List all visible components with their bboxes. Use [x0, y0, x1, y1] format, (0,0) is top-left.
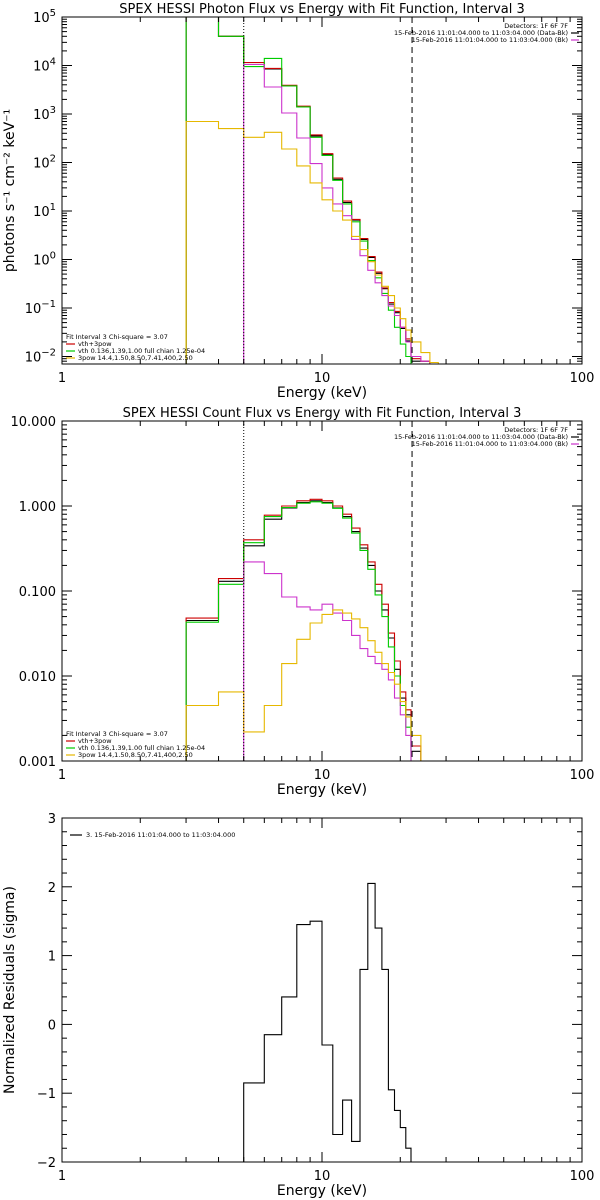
chart-panel-3: 1 10 100 Energy (keV) −2 −1 0 1 2 3 Normalized Res…	[2, 812, 594, 1199]
y-tick-exponent: 3	[50, 105, 56, 116]
y-tick-exponent: 0	[50, 250, 56, 261]
y-tick-label: 1	[48, 950, 56, 965]
y-tick-label: 102	[33, 153, 56, 171]
y-tick-exponent: 1	[50, 202, 56, 213]
series-line-1	[243, 882, 412, 1162]
y-tick-base: 10	[33, 156, 50, 171]
y-axis-label: Normalized Residuals (sigma)	[2, 886, 18, 1094]
y-axis: 0.001 0.010 0.100 1.000 10.000	[11, 415, 582, 770]
series-line-5	[185, 120, 439, 364]
series-line-2	[185, 17, 431, 364]
legend: Fit Interval 3 Chi-square = 3.07vth+3pow…	[66, 730, 205, 759]
x-tick-label: 100	[570, 1169, 595, 1184]
y-tick-base: 10	[25, 302, 42, 317]
y-tick-label: 0	[48, 1018, 56, 1033]
y-tick-exponent: 5	[50, 8, 56, 19]
y-tick-label: 100	[33, 250, 56, 268]
legend-label: Fit Interval 3 Chi-square = 3.07	[66, 333, 168, 341]
y-tick-label: 2	[48, 881, 56, 896]
x-axis-label: Energy (keV)	[277, 1183, 367, 1199]
x-tick-label: 100	[570, 768, 595, 783]
y-tick-base: 10	[33, 253, 50, 268]
legend-label: vth 0.136,1.39,1.00 full chian 1.25e-04	[78, 347, 205, 355]
x-axis: 1 10 100 Energy (keV)	[58, 17, 595, 401]
series-line-1	[185, 17, 431, 364]
x-tick-label: 10	[314, 1169, 331, 1184]
header-line: 15-Feb-2016 11:01:04.000 to 11:03:04.000…	[394, 433, 568, 441]
y-tick-exponent: 4	[50, 56, 56, 67]
y-axis: −2 −1 0 1 2 3 Normalized Residuals (sigma)	[2, 812, 582, 1171]
y-tick-base: 10	[25, 350, 42, 365]
series-group	[185, 17, 439, 364]
header-line: Detectors: 1F 6F 7F	[504, 426, 568, 434]
y-tick-exponent: −2	[41, 347, 56, 358]
y-tick-base: 10	[33, 59, 50, 74]
x-tick-label: 1	[58, 371, 66, 386]
series-line-3	[185, 17, 412, 364]
legend-label: 3. 15-Feb-2016 11:01:04.000 to 11:03:04.…	[86, 831, 235, 839]
x-axis: 1 10 100 Energy (keV)	[58, 421, 595, 798]
chart-title: SPEX HESSI Photon Flux vs Energy with Fi…	[119, 2, 525, 17]
y-tick-label: 104	[33, 56, 56, 74]
series-group	[185, 498, 431, 761]
legend: 3. 15-Feb-2016 11:01:04.000 to 11:03:04.…	[70, 831, 235, 839]
x-axis-label: Energy (keV)	[277, 782, 367, 798]
plot-frame	[61, 420, 583, 762]
series-line-4	[243, 561, 412, 761]
y-tick-label: 1.000	[19, 500, 56, 515]
x-tick-label: 10	[314, 768, 331, 783]
y-tick-label: −2	[37, 1156, 56, 1171]
series-group	[243, 882, 412, 1162]
y-tick-label: 10.000	[11, 415, 57, 430]
series-line-3	[185, 501, 422, 761]
x-tick-label: 1	[58, 1169, 66, 1184]
series-line-5	[185, 609, 431, 761]
header-line: Detectors: 1F 6F 7F	[504, 22, 568, 30]
y-tick-label: 10−1	[25, 299, 56, 317]
header-line: 15-Feb-2016 11:01:04.000 to 11:03:04.000…	[412, 440, 568, 448]
y-tick-label: 10−2	[25, 347, 56, 365]
y-axis-label: photons s⁻¹ cm⁻² keV⁻¹	[2, 109, 18, 272]
y-tick-base: 10	[33, 11, 50, 26]
y-tick-label: −1	[37, 1087, 56, 1102]
x-tick-label: 100	[570, 371, 595, 386]
chart-title: SPEX HESSI Count Flux vs Energy with Fit…	[123, 406, 522, 421]
legend-label: 3pow 14.4,1.50,8.50,7.41,400,2.50	[78, 354, 193, 362]
legend-label: vth+3pow	[78, 737, 112, 745]
header-line: 15-Feb-2016 11:01:04.000 to 11:03:04.000…	[394, 29, 568, 37]
x-axis-label: Energy (keV)	[277, 385, 367, 401]
y-tick-label: 0.010	[19, 670, 56, 685]
y-tick-base: 10	[33, 205, 50, 220]
y-tick-exponent: 2	[50, 153, 56, 164]
x-axis: 1 10 100 Energy (keV)	[58, 818, 595, 1199]
legend-label: 3pow 14.4,1.50,8.50,7.41,400,2.50	[78, 751, 193, 759]
y-tick-label: 0.100	[19, 585, 56, 600]
legend-label: vth+3pow	[78, 340, 112, 348]
header-line: 15-Feb-2016 11:01:04.000 to 11:03:04.000…	[412, 36, 568, 44]
y-tick-label: 101	[33, 202, 56, 220]
x-tick-label: 10	[314, 371, 331, 386]
y-tick-label: 3	[48, 812, 56, 827]
series-line-4	[243, 63, 431, 364]
x-tick-label: 1	[58, 768, 66, 783]
series-line-1	[185, 500, 422, 761]
legend-label: Fit Interval 3 Chi-square = 3.07	[66, 730, 168, 738]
legend: Fit Interval 3 Chi-square = 3.07vth+3pow…	[66, 333, 205, 362]
series-line-2	[185, 498, 422, 761]
y-tick-label: 0.001	[19, 755, 56, 770]
y-tick-exponent: −1	[41, 299, 56, 310]
y-tick-label: 103	[33, 105, 56, 123]
y-tick-base: 10	[33, 108, 50, 123]
chart-panel-2: 1 10 100 Energy (keV) 0.001 0.010 0.100 1.000 10…	[11, 406, 595, 798]
y-tick-label: 105	[33, 8, 56, 26]
legend-label: vth 0.136,1.39,1.00 full chian 1.25e-04	[78, 744, 205, 752]
